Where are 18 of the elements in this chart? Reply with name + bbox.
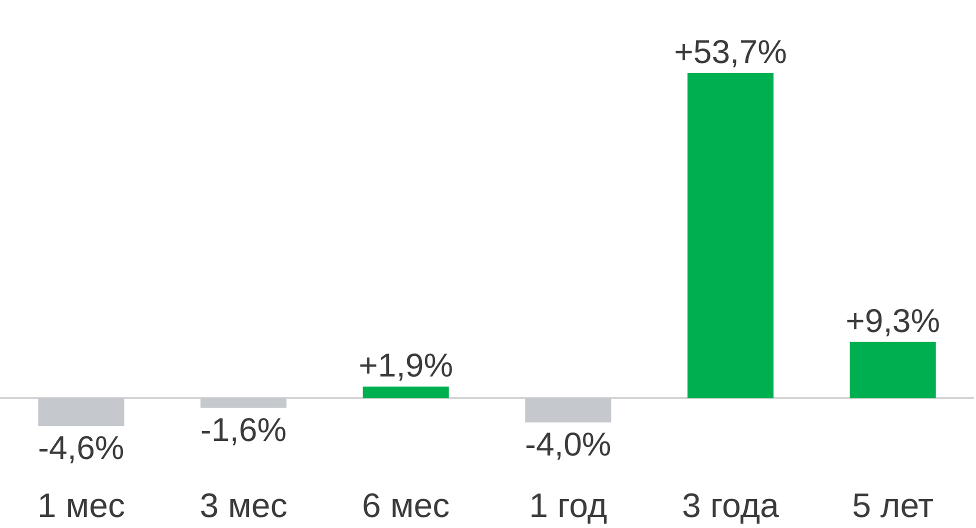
bar [525,398,612,422]
bar [38,398,124,426]
data-label: +53,7% [674,33,787,70]
bar [687,73,774,398]
data-label: -1,6% [200,410,287,448]
x-tick-label: 3 года [682,487,780,525]
data-label: +9,3% [846,302,940,339]
bar [200,398,287,408]
data-label: +1,9% [358,346,454,384]
x-tick-label: 1 год [529,487,608,525]
data-label: -4,0% [525,425,612,462]
bar [850,342,936,398]
x-tick-label: 3 мес [200,487,288,525]
bar [362,386,449,398]
x-tick-label: 5 лет [852,487,934,525]
data-label: -4,6% [38,429,124,466]
x-tick-label: 1 мес [37,487,125,525]
x-tick-label: 6 мес [362,487,450,525]
